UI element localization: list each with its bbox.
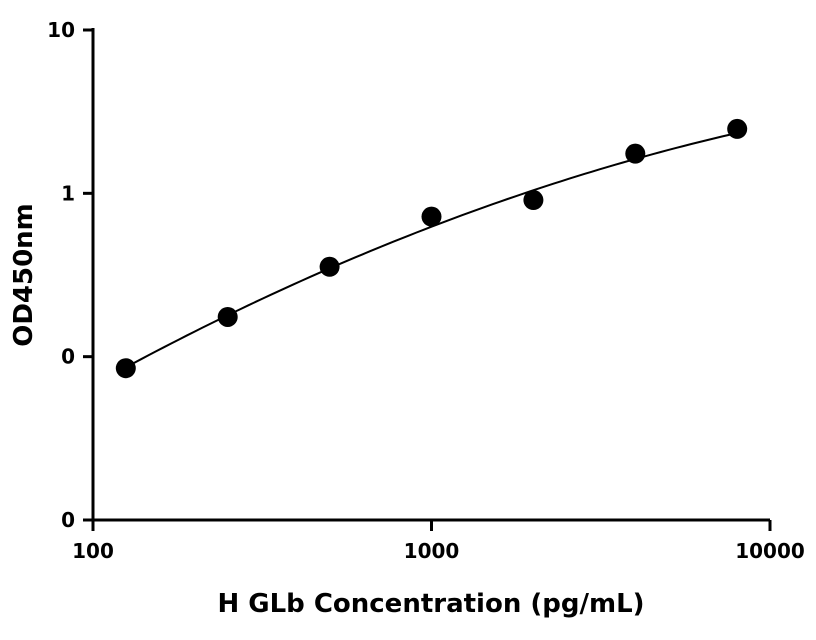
- data-point: [319, 256, 340, 277]
- y-tick-label: 0: [61, 508, 75, 532]
- x-ticks: 100 1000 10000: [72, 520, 805, 563]
- fit-curve: [125, 131, 738, 369]
- y-tick-label: 0: [61, 345, 75, 369]
- y-axis-title: OD450nm: [9, 203, 39, 347]
- data-points: [115, 118, 748, 379]
- data-point: [523, 190, 544, 211]
- data-point: [421, 206, 442, 227]
- data-point: [217, 306, 238, 327]
- data-point: [115, 358, 136, 379]
- data-point: [625, 143, 646, 164]
- y-tick-label: 10: [47, 18, 75, 42]
- y-ticks: 0 0 1 10: [47, 18, 93, 532]
- x-tick-label: 10000: [735, 539, 805, 563]
- y-tick-label: 1: [61, 181, 75, 205]
- data-point: [727, 118, 748, 139]
- x-tick-label: 1000: [404, 539, 460, 563]
- x-tick-label: 100: [72, 539, 114, 563]
- axes: [91, 28, 770, 522]
- x-axis-title: H GLb Concentration (pg/mL): [217, 589, 644, 619]
